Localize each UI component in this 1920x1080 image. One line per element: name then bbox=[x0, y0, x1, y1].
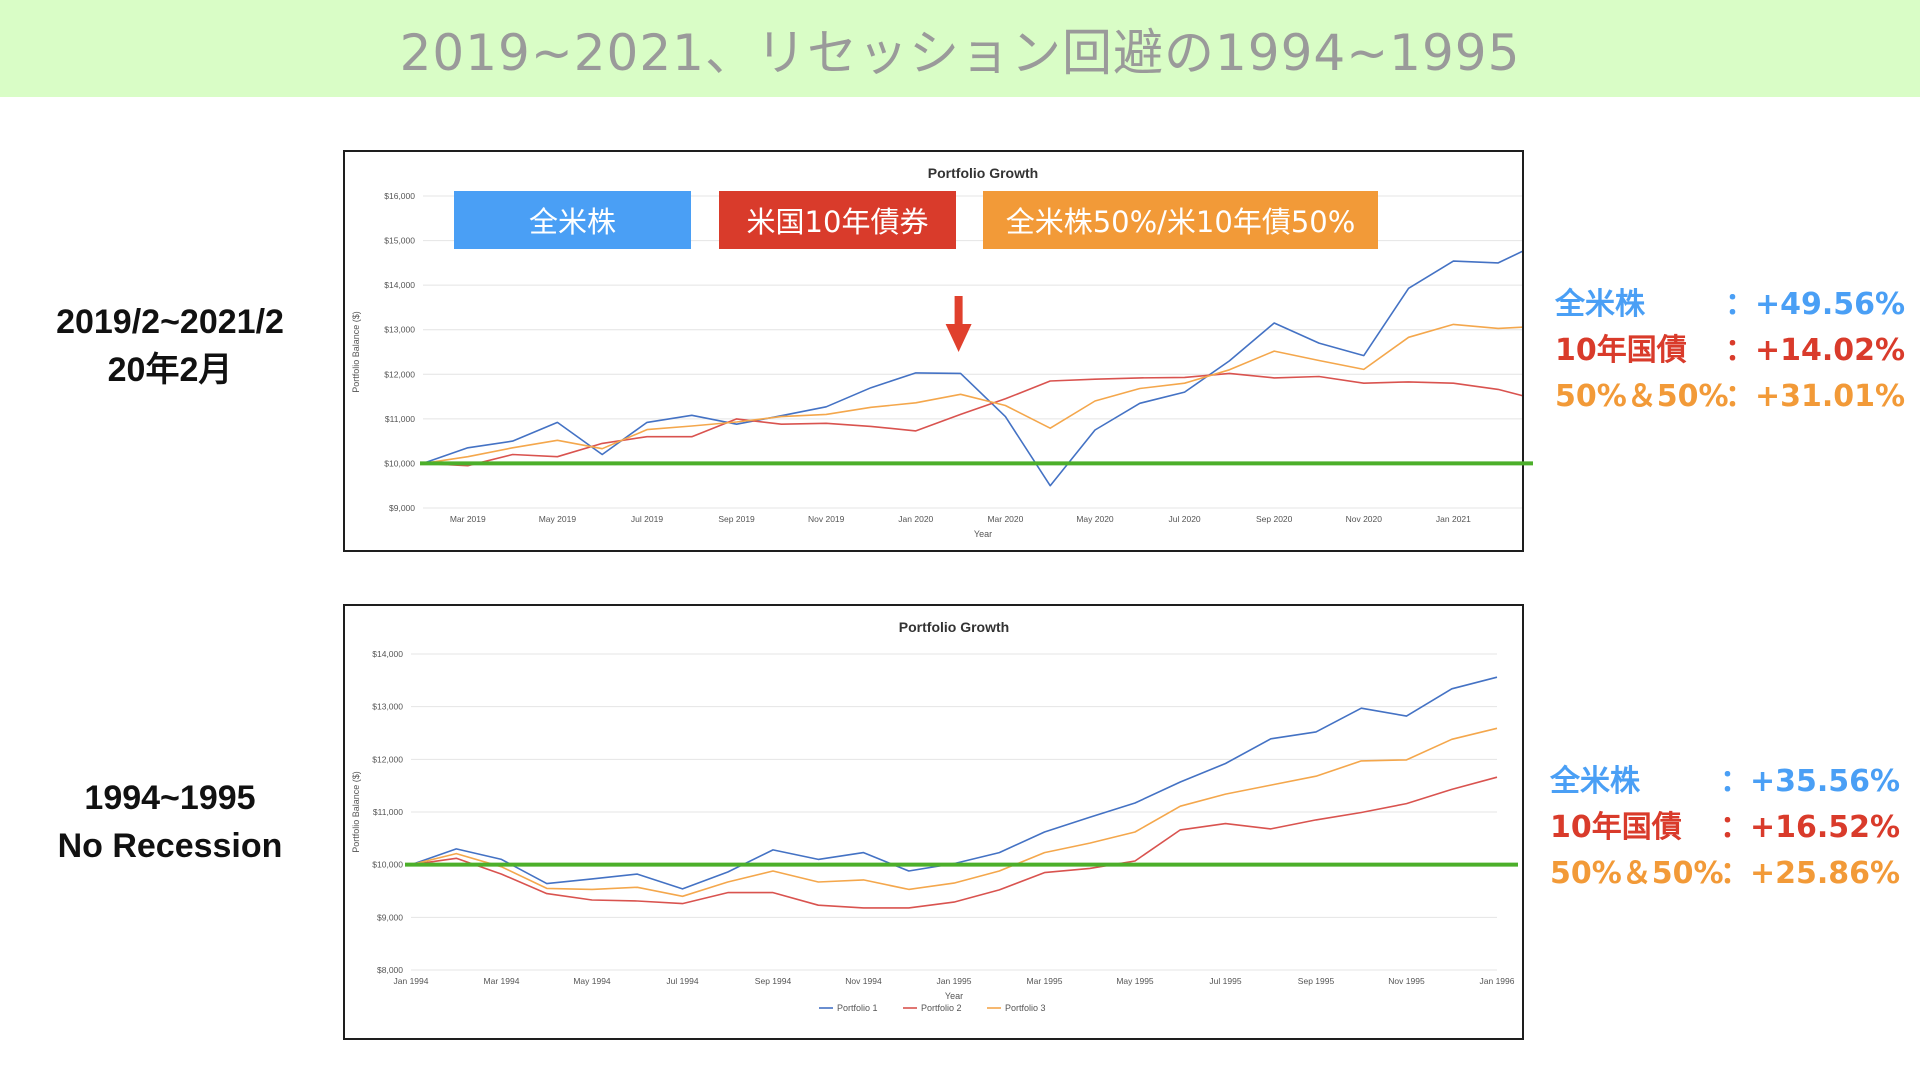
chart-bottom-x-tick-label: May 1995 bbox=[1116, 976, 1154, 986]
chart-bottom-y-tick-label: $9,000 bbox=[377, 912, 403, 922]
bottom-period-line2: No Recession bbox=[57, 827, 283, 865]
chart-top-series-line-3 bbox=[422, 323, 1522, 465]
chart-bottom-title: Portfolio Growth bbox=[899, 619, 1009, 635]
legend-box-mix-label: 全米株50%/米10年債50% bbox=[1005, 205, 1356, 239]
bottom-stat-mix: 50%＆50% ：+25.86% bbox=[1550, 847, 1901, 893]
chart-bottom-x-tick-label: Jul 1995 bbox=[1209, 976, 1241, 986]
chart-bottom-y-axis-label: Portfolio Balance ($) bbox=[351, 771, 361, 853]
chart-top-x-tick-label: May 2019 bbox=[539, 514, 577, 524]
legend-box-stock: 全米株 bbox=[454, 191, 691, 249]
top-stat-stock-value: ：+49.56% bbox=[1725, 287, 1906, 322]
chart-bottom-y-tick-label: $13,000 bbox=[372, 702, 403, 712]
chart-bottom-frame: Portfolio Growth $8,000 $9,000 $10,000 $11,0… bbox=[343, 604, 1524, 1040]
chart-bottom-y-tick-label: $8,000 bbox=[377, 965, 403, 975]
top-stat-stock: 全米株 ：+49.56% bbox=[1555, 278, 1906, 324]
bottom-stat-bond: 10年国債 ：+16.52% bbox=[1550, 801, 1901, 847]
bottom-stat-stock-value: ：+35.56% bbox=[1720, 764, 1901, 799]
chart-bottom-legend-label-1: Portfolio 1 bbox=[837, 1003, 878, 1013]
chart-top-series-line-2 bbox=[422, 372, 1522, 467]
chart-bottom-y-tick-label: $14,000 bbox=[372, 649, 403, 659]
chart-bottom-legend-label-3: Portfolio 3 bbox=[1005, 1003, 1046, 1013]
chart-top-x-tick-label: Nov 2019 bbox=[808, 514, 845, 524]
chart-bottom-legend-label-2: Portfolio 2 bbox=[921, 1003, 962, 1013]
top-stat-mix-value: ：+31.01% bbox=[1725, 379, 1906, 414]
top-stat-stock-name: 全米株 bbox=[1555, 287, 1645, 322]
chart-bottom-series-line-3 bbox=[410, 727, 1498, 898]
chart-top-x-tick-label: Jul 2020 bbox=[1169, 514, 1201, 524]
chart-bottom-x-tick-label: Nov 1995 bbox=[1388, 976, 1425, 986]
chart-bottom-y-tick-label: $10,000 bbox=[372, 860, 403, 870]
chart-top-x-tick-label: Jan 2020 bbox=[898, 514, 933, 524]
chart-bottom-x-tick-label: Sep 1995 bbox=[1298, 976, 1335, 986]
chart-top-y-tick-label: $15,000 bbox=[384, 236, 415, 246]
chart-bottom-y-tick-label: $11,000 bbox=[373, 807, 403, 817]
chart-top-x-tick-label: Mar 2020 bbox=[987, 514, 1023, 524]
bottom-stat-mix-name: 50%＆50% bbox=[1550, 856, 1724, 891]
legend-box-bond: 米国10年債券 bbox=[719, 191, 956, 249]
bottom-stat-bond-value: ：+16.52% bbox=[1720, 810, 1901, 845]
chart-bottom-x-tick-label: Nov 1994 bbox=[845, 976, 882, 986]
top-stat-bond: 10年国債 ：+14.02% bbox=[1555, 324, 1906, 370]
chart-top-y-axis-label: Portfolio Balance ($) bbox=[351, 311, 361, 393]
chart-bottom-x-tick-label: Jan 1996 bbox=[1480, 976, 1515, 986]
chart-bottom-x-tick-label: Mar 1995 bbox=[1027, 976, 1063, 986]
bottom-period-label: 1994~1995 No Recession bbox=[0, 774, 340, 870]
top-period-line2: 20年2月 bbox=[107, 351, 233, 389]
page-title: 2019~2021、リセッション回避の1994~1995 bbox=[399, 23, 1521, 82]
bottom-stat-stock: 全米株 ：+35.56% bbox=[1550, 755, 1901, 801]
top-period-label: 2019/2~2021/2 20年2月 bbox=[0, 298, 340, 394]
chart-bottom-x-tick-label: Jul 1994 bbox=[666, 976, 698, 986]
bottom-stat-mix-value: ：+25.86% bbox=[1720, 856, 1901, 891]
chart-top-y-tick-label: $12,000 bbox=[384, 369, 415, 379]
down-arrow-shaft bbox=[954, 296, 963, 326]
chart-top-x-tick-label: Nov 2020 bbox=[1346, 514, 1383, 524]
chart-top-y-tick-label: $10,000 bbox=[384, 458, 415, 468]
chart-top-x-axis-label: Year bbox=[974, 529, 992, 539]
down-arrow-icon bbox=[945, 296, 972, 352]
top-stat-bond-value: ：+14.02% bbox=[1725, 333, 1906, 368]
chart-top-x-tick-label: Jul 2019 bbox=[631, 514, 663, 524]
chart-top-y-tick-label: $13,000 bbox=[384, 325, 415, 335]
chart-top-series-line-1 bbox=[422, 250, 1522, 487]
legend-box-bond-label: 米国10年債券 bbox=[746, 205, 929, 239]
chart-top-y-tick-label: $14,000 bbox=[384, 280, 415, 290]
top-stat-mix: 50%＆50% ：+31.01% bbox=[1555, 370, 1906, 416]
chart-top-title: Portfolio Growth bbox=[928, 165, 1038, 181]
down-arrow-head bbox=[945, 324, 972, 352]
chart-bottom-series-line-1 bbox=[410, 676, 1498, 890]
chart-bottom-x-tick-label: Sep 1994 bbox=[755, 976, 792, 986]
chart-bottom-series-line-2 bbox=[410, 776, 1498, 909]
chart-bottom-x-tick-label: May 1994 bbox=[573, 976, 611, 986]
chart-top: Portfolio Growth $9,000 $10,000 $11,000 $12,… bbox=[351, 165, 1522, 539]
chart-bottom-y-tick-label: $12,000 bbox=[372, 754, 403, 764]
chart-top-x-tick-label: Sep 2020 bbox=[1256, 514, 1293, 524]
chart-top-y-tick-label: $11,000 bbox=[385, 414, 415, 424]
top-stat-mix-name: 50%＆50% bbox=[1555, 379, 1729, 414]
legend-box-mix: 全米株50%/米10年債50% bbox=[983, 191, 1378, 249]
bottom-stats: 全米株 ：+35.56% 10年国債 ：+16.52% 50%＆50% ：+25… bbox=[1550, 755, 1901, 893]
bottom-period-line1: 1994~1995 bbox=[84, 779, 256, 817]
top-stats: 全米株 ：+49.56% 10年国債 ：+14.02% 50%＆50% ：+31… bbox=[1555, 278, 1906, 416]
legend-box-stock-label: 全米株 bbox=[528, 205, 616, 239]
chart-bottom-x-tick-label: Jan 1995 bbox=[937, 976, 972, 986]
chart-top-x-tick-label: May 2020 bbox=[1076, 514, 1114, 524]
bottom-stat-stock-name: 全米株 bbox=[1550, 764, 1640, 799]
chart-bottom-x-tick-label: Mar 1994 bbox=[484, 976, 520, 986]
chart-top-y-tick-label: $16,000 bbox=[384, 191, 415, 201]
chart-top-x-tick-label: Mar 2019 bbox=[450, 514, 486, 524]
chart-bottom: Portfolio Growth $8,000 $9,000 $10,000 $11,0… bbox=[351, 619, 1515, 1013]
top-stat-bond-name: 10年国債 bbox=[1555, 333, 1687, 368]
title-banner: 2019~2021、リセッション回避の1994~1995 bbox=[0, 0, 1920, 97]
chart-top-x-tick-label: Sep 2019 bbox=[718, 514, 755, 524]
chart-top-x-tick-label: Jan 2021 bbox=[1436, 514, 1471, 524]
chart-bottom-x-tick-label: Jan 1994 bbox=[394, 976, 429, 986]
chart-bottom-x-axis-label: Year bbox=[945, 991, 963, 1001]
chart-top-y-tick-label: $9,000 bbox=[389, 503, 415, 513]
top-period-line1: 2019/2~2021/2 bbox=[56, 303, 284, 341]
bottom-stat-bond-name: 10年国債 bbox=[1550, 810, 1682, 845]
